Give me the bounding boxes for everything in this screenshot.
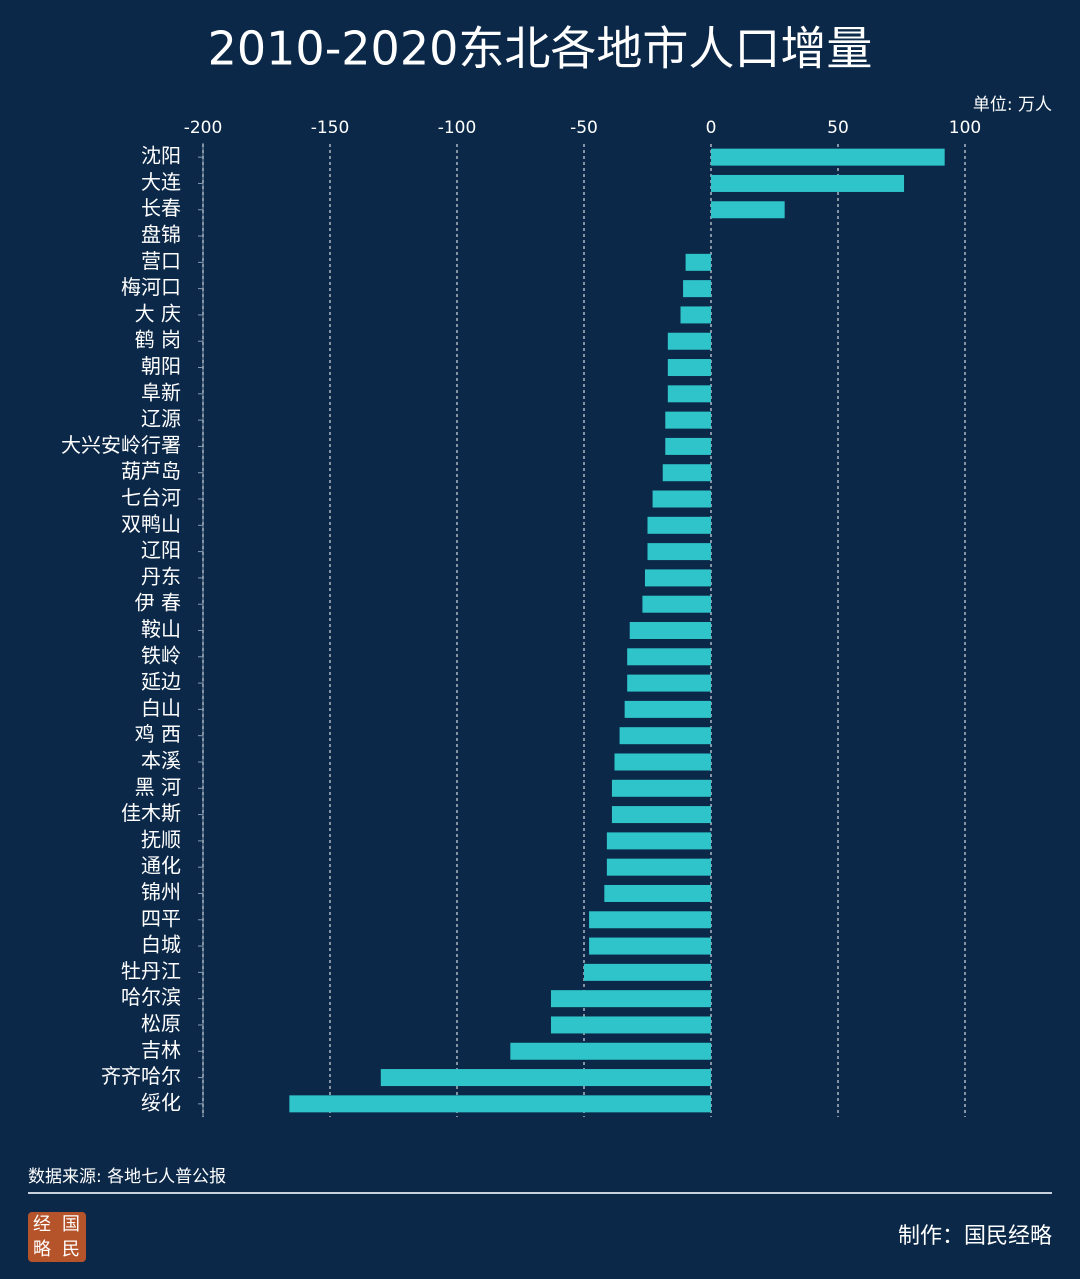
y-tick-label: 松原: [141, 1011, 181, 1035]
y-tick-label: 沈阳: [141, 144, 181, 168]
y-tick-label: 白城: [141, 933, 181, 957]
source: 数据来源: 各地七人普公报: [28, 1167, 226, 1187]
x-tick-label: 0: [706, 118, 717, 138]
chart-title: 2010-2020东北各地市人口增量: [208, 22, 873, 76]
bar: [683, 280, 711, 298]
bar: [380, 1069, 711, 1087]
bar: [510, 1042, 711, 1060]
bar: [680, 306, 711, 324]
y-tick-label: 绥化: [141, 1090, 181, 1114]
bar: [667, 385, 711, 403]
y-tick-label: 通化: [141, 854, 181, 878]
bar: [614, 753, 711, 771]
bar: [711, 174, 905, 192]
y-tick-label: 鸡 西: [135, 722, 181, 746]
bar: [589, 937, 711, 955]
y-tick-label: 延边: [141, 670, 181, 694]
y-tick-label: 大兴安岭行署: [61, 433, 181, 457]
logo-char: 略: [33, 1239, 51, 1260]
y-tick-label: 铁岭: [141, 643, 181, 667]
logo-char: 民: [62, 1239, 80, 1260]
y-tick-label: 辽源: [141, 407, 181, 431]
bar: [665, 437, 711, 455]
bar: [647, 516, 711, 534]
bar: [667, 332, 711, 350]
bar: [667, 359, 711, 377]
bar: [289, 1095, 711, 1113]
y-tick-label: 哈尔滨: [121, 985, 181, 1009]
x-tick-label: -150: [311, 118, 350, 138]
bar: [589, 911, 711, 929]
bar: [627, 674, 711, 692]
y-tick-label: 吉林: [141, 1038, 181, 1062]
y-tick-label: 佳木斯: [121, 801, 181, 825]
y-tick-label: 鹤 岗: [135, 328, 181, 352]
y-tick-label: 双鸭山: [121, 512, 181, 536]
bar: [662, 464, 711, 482]
y-tick-label: 盘锦: [141, 223, 181, 247]
y-tick-label: 营口: [141, 249, 181, 273]
y-tick-label: 齐齐哈尔: [101, 1064, 181, 1088]
bar: [629, 622, 711, 639]
y-tick-label: 朝阳: [141, 354, 181, 378]
y-tick-label: 长春: [141, 196, 181, 220]
bar: [550, 1016, 711, 1034]
bar: [711, 201, 785, 219]
logo-char: 经: [33, 1214, 51, 1235]
bar: [611, 806, 711, 824]
logo-box: [28, 1212, 86, 1262]
y-tick-label: 丹东: [141, 564, 181, 588]
bar: [652, 490, 711, 508]
y-tick-label: 伊 春: [135, 591, 181, 615]
bar: [606, 832, 711, 850]
y-tick-label: 梅河口: [121, 275, 181, 299]
y-tick-label: 锦州: [141, 880, 181, 904]
bar: [624, 700, 711, 718]
bar: [647, 543, 711, 561]
y-tick-label: 阜新: [141, 380, 181, 404]
credit: 制作：国民经略: [898, 1224, 1052, 1249]
x-tick-label: 100: [949, 118, 981, 138]
y-tick-label: 七台河: [121, 486, 181, 510]
bar: [611, 779, 711, 797]
y-tick-label: 牡丹江: [121, 959, 181, 983]
bar: [606, 858, 711, 876]
y-tick-label: 白山: [141, 696, 181, 720]
bar: [644, 569, 711, 587]
y-tick-label: 葫芦岛: [121, 459, 181, 483]
bar: [550, 990, 711, 1008]
bar: [584, 963, 711, 981]
x-tick-label: 50: [827, 118, 849, 138]
x-tick-label: -100: [438, 118, 477, 138]
bar: [685, 253, 711, 271]
bar: [711, 148, 945, 166]
x-tick-label: -200: [184, 118, 223, 138]
bar: [619, 727, 711, 745]
y-tick-label: 本溪: [141, 748, 181, 772]
y-tick-label: 四平: [141, 906, 181, 930]
bar: [665, 411, 711, 429]
bar: [642, 595, 711, 613]
logo-char: 国: [62, 1214, 80, 1235]
y-tick-label: 抚顺: [141, 827, 181, 851]
y-tick-label: 大 庆: [135, 301, 181, 325]
bar: [627, 648, 711, 666]
unit-label: 单位: 万人: [973, 95, 1052, 115]
y-tick-label: 大连: [141, 170, 181, 194]
y-tick-label: 黑 河: [135, 775, 181, 799]
y-tick-label: 鞍山: [141, 617, 181, 641]
bar: [604, 884, 711, 902]
x-tick-label: -50: [570, 118, 598, 138]
y-tick-label: 辽阳: [141, 538, 181, 562]
